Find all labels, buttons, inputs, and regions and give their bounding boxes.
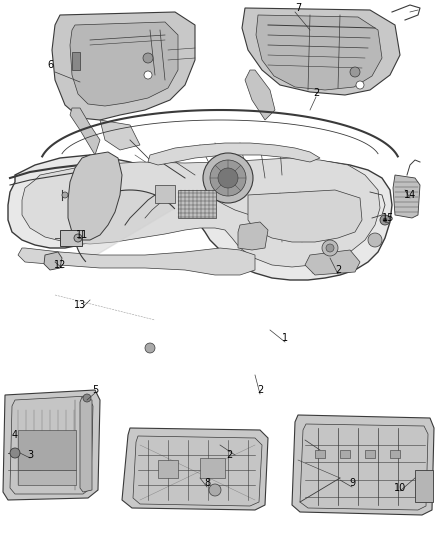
Bar <box>18 470 76 485</box>
Polygon shape <box>292 415 434 515</box>
Bar <box>200 458 225 478</box>
Text: 14: 14 <box>404 190 416 200</box>
Polygon shape <box>100 120 140 150</box>
Circle shape <box>383 218 387 222</box>
Bar <box>158 460 178 478</box>
Polygon shape <box>393 175 420 218</box>
Polygon shape <box>8 155 392 280</box>
Polygon shape <box>245 70 275 120</box>
Circle shape <box>144 71 152 79</box>
Polygon shape <box>80 397 92 492</box>
Circle shape <box>350 67 360 77</box>
Text: 4: 4 <box>12 430 18 440</box>
Circle shape <box>74 234 82 242</box>
Text: 2: 2 <box>313 88 319 98</box>
Text: 7: 7 <box>295 3 301 13</box>
Polygon shape <box>70 22 178 106</box>
Bar <box>340 450 350 458</box>
Polygon shape <box>122 428 268 510</box>
Text: 2: 2 <box>257 385 263 395</box>
Circle shape <box>326 244 334 252</box>
Text: 10: 10 <box>394 483 406 493</box>
Polygon shape <box>256 15 382 90</box>
Polygon shape <box>3 390 100 500</box>
Circle shape <box>380 215 390 225</box>
Circle shape <box>10 448 20 458</box>
Polygon shape <box>300 424 428 510</box>
Text: 2: 2 <box>335 265 341 275</box>
Circle shape <box>203 153 253 203</box>
Bar <box>415 470 433 502</box>
Text: 8: 8 <box>204 478 210 488</box>
Text: 15: 15 <box>382 213 394 223</box>
Circle shape <box>62 192 68 198</box>
Bar <box>72 52 80 70</box>
Bar <box>365 450 375 458</box>
Bar <box>18 430 76 470</box>
Circle shape <box>209 484 221 496</box>
Circle shape <box>356 81 364 89</box>
Polygon shape <box>242 8 400 95</box>
Text: 3: 3 <box>27 450 33 460</box>
Circle shape <box>322 240 338 256</box>
Polygon shape <box>305 250 360 275</box>
Circle shape <box>210 160 246 196</box>
Polygon shape <box>70 108 100 155</box>
Polygon shape <box>10 396 93 494</box>
Circle shape <box>218 168 238 188</box>
Polygon shape <box>44 252 62 270</box>
Polygon shape <box>18 248 255 275</box>
Bar <box>178 190 216 218</box>
Polygon shape <box>133 436 262 506</box>
Bar <box>155 185 175 203</box>
Polygon shape <box>248 190 362 242</box>
Text: 2: 2 <box>226 450 232 460</box>
Text: 1: 1 <box>282 333 288 343</box>
Text: 11: 11 <box>76 230 88 240</box>
Text: 13: 13 <box>74 300 86 310</box>
Polygon shape <box>75 190 174 262</box>
Bar <box>390 450 400 458</box>
Polygon shape <box>68 152 122 240</box>
Polygon shape <box>238 222 268 250</box>
Polygon shape <box>22 158 380 267</box>
Bar <box>60 230 82 246</box>
Polygon shape <box>52 12 195 120</box>
Text: 5: 5 <box>92 385 98 395</box>
Text: 6: 6 <box>47 60 53 70</box>
Circle shape <box>83 394 91 402</box>
Circle shape <box>145 343 155 353</box>
Circle shape <box>368 233 382 247</box>
Bar <box>315 450 325 458</box>
Circle shape <box>143 53 153 63</box>
Polygon shape <box>148 143 320 165</box>
Text: 9: 9 <box>349 478 355 488</box>
Text: 12: 12 <box>54 260 66 270</box>
